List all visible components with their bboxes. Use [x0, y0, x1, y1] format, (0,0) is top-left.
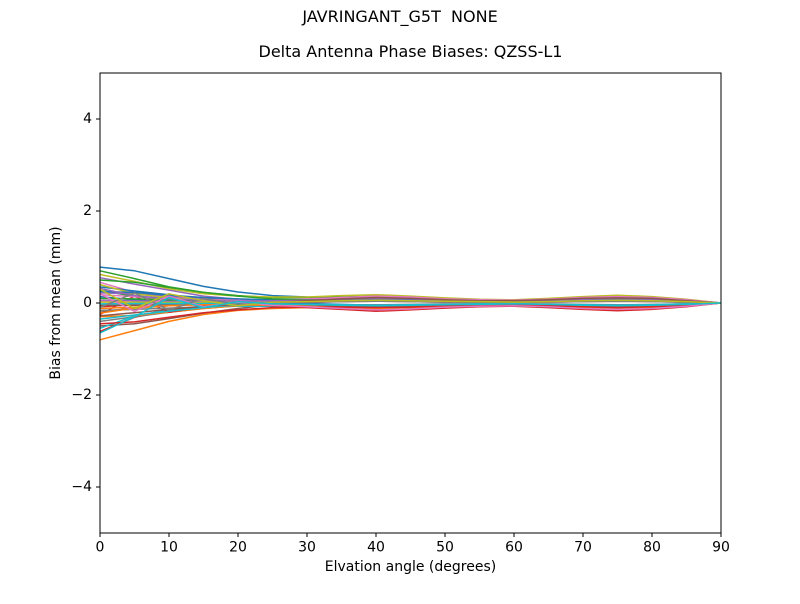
- x-tick-label: 30: [298, 540, 316, 556]
- x-tick-label: 0: [96, 540, 105, 556]
- x-tick-label: 90: [712, 540, 730, 556]
- series-line: [99, 292, 722, 311]
- series-line: [99, 288, 722, 310]
- x-tick-label: 80: [643, 540, 661, 556]
- y-axis-label: Bias from mean (mm): [48, 226, 64, 380]
- x-tick-label: 60: [505, 540, 523, 556]
- x-tick-label: 20: [229, 540, 247, 556]
- axes-title: Delta Antenna Phase Biases: QZSS-L1: [258, 42, 563, 61]
- series-line: [99, 293, 722, 313]
- x-tick-label: 10: [160, 540, 178, 556]
- y-tick-label: −2: [71, 387, 92, 403]
- figure-suptitle: JAVRINGANT_G5T NONE: [302, 7, 498, 26]
- y-tick-label: 2: [83, 203, 92, 219]
- x-tick-label: 50: [436, 540, 454, 556]
- x-tick-label: 40: [367, 540, 385, 556]
- series-line: [99, 290, 722, 304]
- y-tick-label: −4: [71, 479, 92, 495]
- y-tick-label: 4: [83, 111, 92, 127]
- series-line: [99, 273, 722, 304]
- y-tick-label: 0: [83, 295, 92, 311]
- x-tick-label: 70: [574, 540, 592, 556]
- axes-frame: [99, 72, 722, 534]
- series-line: [99, 296, 722, 334]
- series-line: [99, 302, 722, 325]
- x-axis-label: Elvation angle (degrees): [324, 559, 497, 575]
